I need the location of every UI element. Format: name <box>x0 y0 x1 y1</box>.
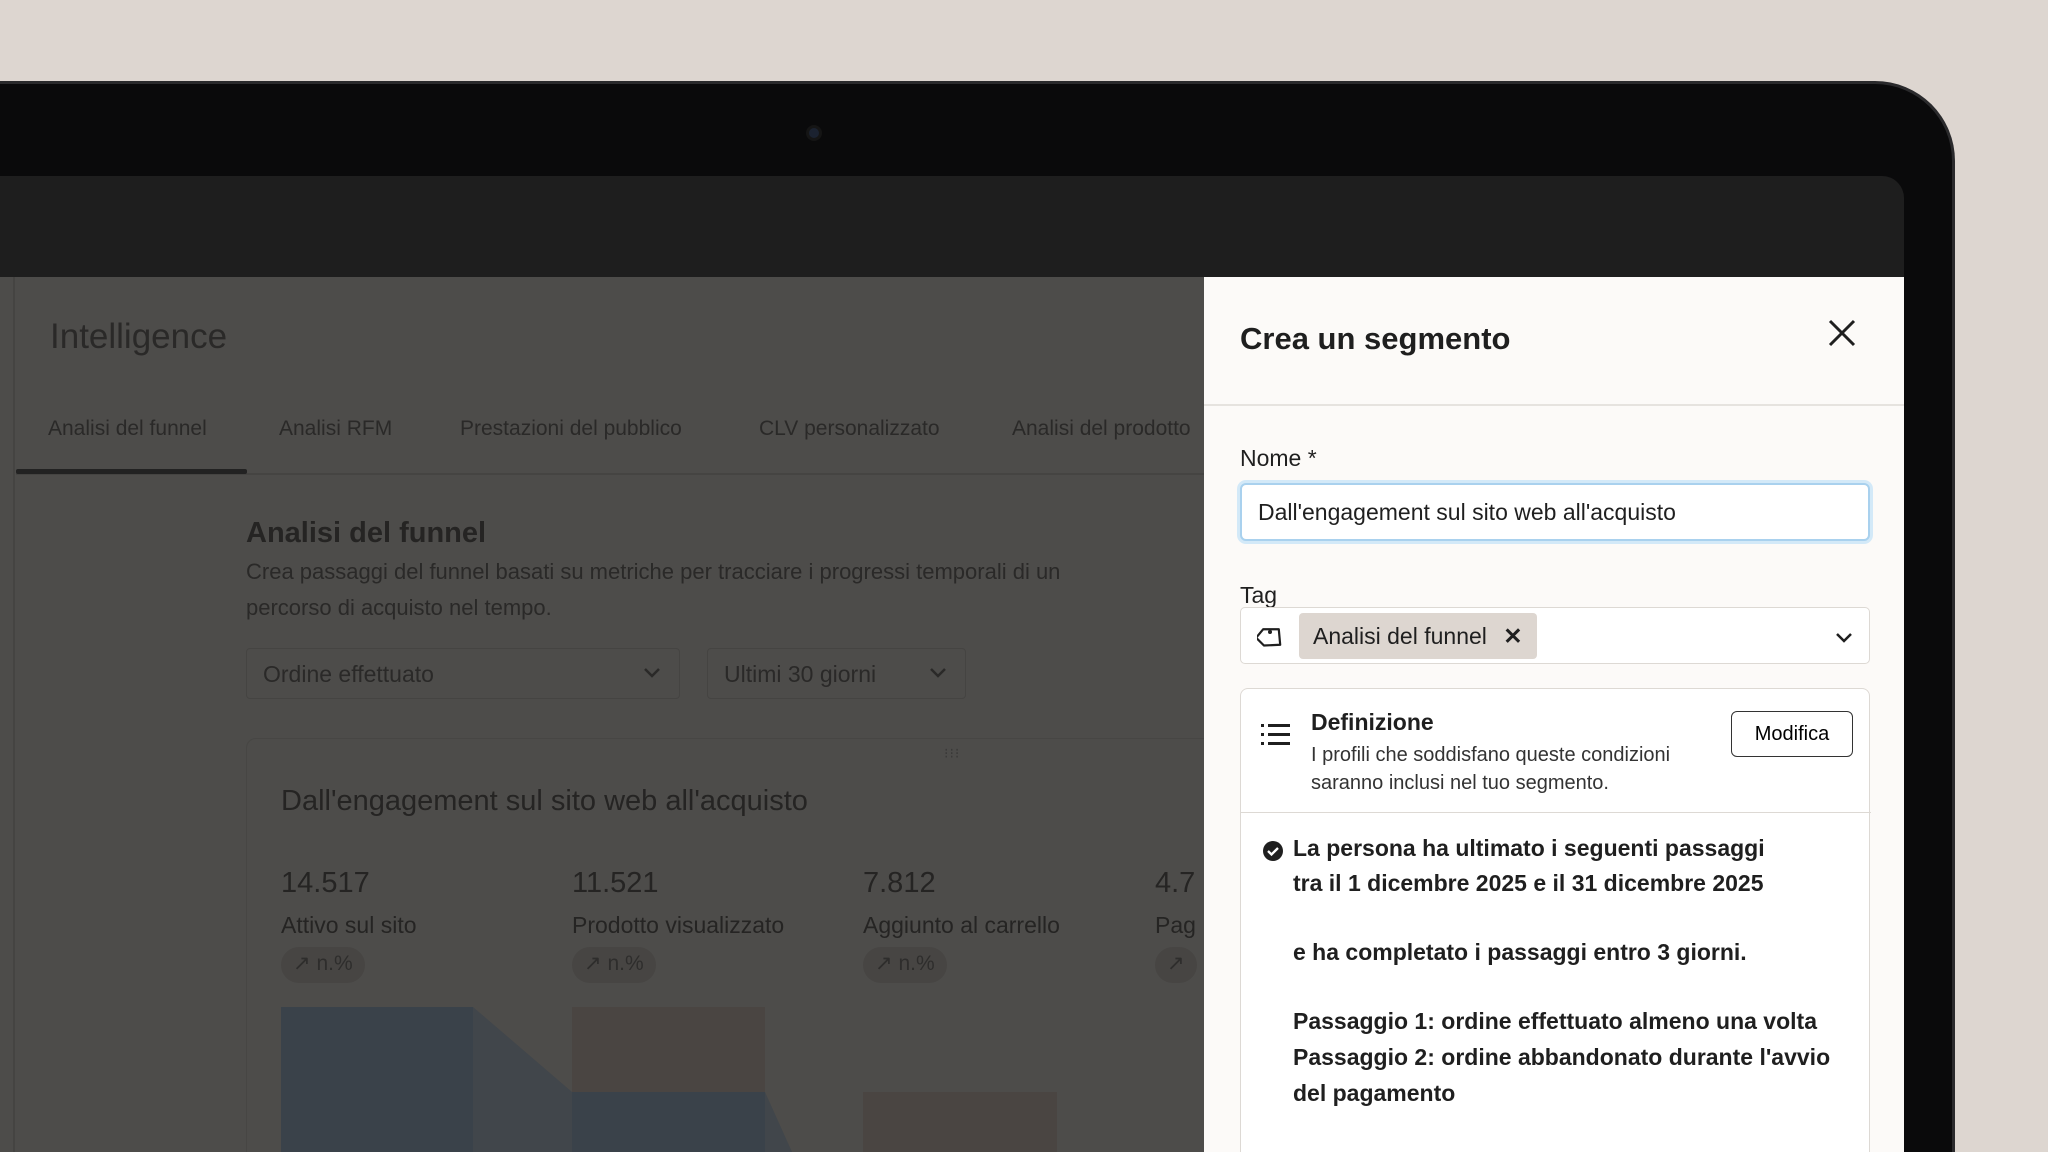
card-title: Dall'engagement sul sito web all'acquist… <box>281 785 808 817</box>
trend-up-icon: ↗ <box>1167 952 1185 975</box>
metric-select-value: Ordine effettuato <box>263 661 434 687</box>
tag-label: Tag <box>1240 582 1278 608</box>
condition-text: tra il 1 dicembre 2025 e il 31 dicembre … <box>1293 870 1764 896</box>
edit-button[interactable]: Modifica <box>1731 711 1853 757</box>
funnel-card <box>246 738 1204 1152</box>
metric-label: Pag <box>1155 912 1196 938</box>
panel-title: Crea un segmento <box>1240 321 1511 356</box>
definition-subtitle: saranno inclusi nel tuo segmento. <box>1311 772 1609 794</box>
screen: Intelligence Analisi del funnel Analisi … <box>0 176 1904 1152</box>
funnel-connector <box>473 1007 572 1152</box>
tag-icon <box>1257 628 1282 647</box>
chevron-down-icon <box>930 668 946 678</box>
tag-chip-label: Analisi del funnel <box>1313 623 1487 649</box>
remove-tag-icon[interactable]: ✕ <box>1503 623 1523 649</box>
divider <box>1204 404 1904 406</box>
funnel-bar-carrello-dropoff <box>863 1092 1057 1152</box>
definition-card: Definizione I profili che soddisfano que… <box>1240 688 1871 1152</box>
sidebar-edge <box>13 277 15 1152</box>
period-select-value: Ultimi 30 giorni <box>724 661 877 687</box>
condition-step: Passaggio 1: ordine effettuato almeno un… <box>1293 1008 1817 1034</box>
check-circle-icon <box>1263 841 1283 861</box>
metric-label: Attivo sul sito <box>281 912 417 938</box>
tab-prestazioni-pubblico[interactable]: Prestazioni del pubblico <box>460 417 682 440</box>
trend-up-icon: ↗ <box>584 952 608 975</box>
funnel-bar-attivo <box>281 1007 473 1152</box>
metric-change-badge: ↗ n.% <box>863 947 947 983</box>
metric-value: 7.812 <box>863 867 936 899</box>
funnel-chart <box>281 1007 1057 1152</box>
page-title: Intelligence <box>50 317 228 356</box>
metric-change-badge: ↗ n.% <box>572 947 656 983</box>
condition-text: La persona ha ultimato i seguenti passag… <box>1293 835 1765 861</box>
name-label: Nome * <box>1240 445 1317 471</box>
period-select[interactable]: Ultimi 30 giorni <box>707 648 966 699</box>
tag-select[interactable]: Analisi del funnel ✕ <box>1240 607 1870 664</box>
funnel-bar-visualizzato-dropoff <box>572 1007 765 1092</box>
create-segment-panel: Crea un segmento Nome * Tag Analisi del … <box>1204 277 1904 1152</box>
funnel-bar-visualizzato <box>572 1092 765 1152</box>
drag-handle-icon[interactable]: ⁝⁝⁝ <box>944 745 961 761</box>
list-icon <box>1261 724 1290 745</box>
funnel-connector <box>765 1092 792 1152</box>
tabs-divider <box>16 473 1204 475</box>
metric-select[interactable]: Ordine effettuato <box>246 648 680 699</box>
metric-label: Aggiunto al carrello <box>863 912 1060 938</box>
definition-subtitle: I profili che soddisfano queste condizio… <box>1311 744 1671 766</box>
metric-value: 4.7 <box>1155 867 1196 899</box>
section-title: Analisi del funnel <box>246 517 487 549</box>
condition-text: e ha completato i passaggi entro 3 giorn… <box>1293 939 1747 965</box>
metric-change-badge: ↗ n.% <box>281 947 365 983</box>
chevron-down-icon[interactable] <box>1833 626 1855 648</box>
condition-step: Passaggio 2: ordine abbandonato durante … <box>1293 1044 1831 1070</box>
divider <box>1241 812 1871 813</box>
tab-analisi-rfm[interactable]: Analisi RFM <box>279 417 393 440</box>
metric-label: Prodotto visualizzato <box>572 912 785 938</box>
metric-value: 14.517 <box>281 867 370 899</box>
tag-chip: Analisi del funnel ✕ <box>1299 613 1537 659</box>
metric-change-badge: ↗ <box>1155 947 1197 983</box>
section-description: Crea passaggi del funnel basati su metri… <box>246 559 1061 584</box>
close-icon[interactable] <box>1824 315 1860 351</box>
metric-value: 11.521 <box>572 867 659 899</box>
camera <box>806 125 822 141</box>
name-input[interactable] <box>1240 483 1870 541</box>
required-mark: * <box>1307 445 1317 471</box>
app-background-dimmed: Intelligence Analisi del funnel Analisi … <box>0 277 1204 1152</box>
definition-title: Definizione <box>1311 709 1434 735</box>
section-description: percorso di acquisto nel tempo. <box>246 595 552 620</box>
tab-clv[interactable]: CLV personalizzato <box>759 417 940 440</box>
trend-up-icon: ↗ <box>293 952 317 975</box>
trend-up-icon: ↗ <box>875 952 899 975</box>
chevron-down-icon <box>644 668 660 678</box>
condition-step: del pagamento <box>1293 1080 1456 1106</box>
tab-analisi-prodotto[interactable]: Analisi del prodotto <box>1012 417 1191 440</box>
active-tab-indicator <box>16 469 247 474</box>
tab-analisi-funnel[interactable]: Analisi del funnel <box>48 417 207 440</box>
